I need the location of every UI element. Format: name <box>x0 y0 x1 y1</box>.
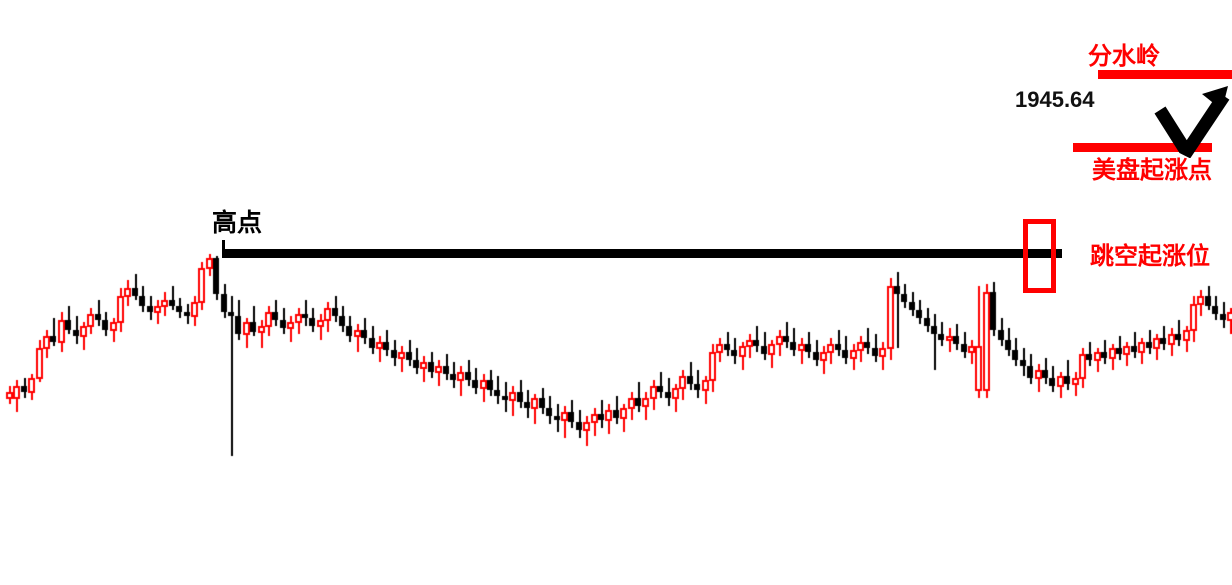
candlestick-chart-screenshot: 高点 跳空起涨位 分水岭 美盘起涨点 1945.64 <box>0 0 1232 585</box>
candlestick-series-canvas <box>0 0 1232 585</box>
